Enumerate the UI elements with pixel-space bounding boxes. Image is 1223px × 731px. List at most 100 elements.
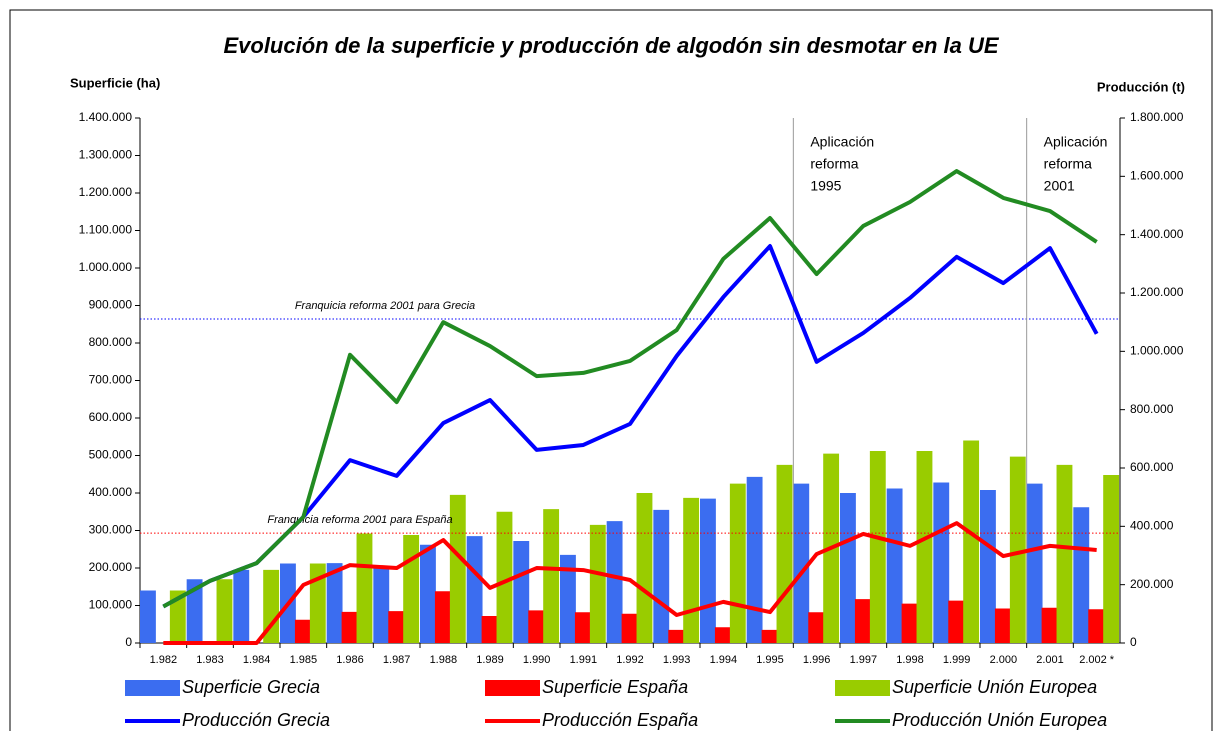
x-tick-label: 1.991 — [570, 654, 598, 666]
x-tick-label: 1.990 — [523, 654, 551, 666]
bar — [356, 533, 373, 643]
bar — [434, 591, 451, 643]
chart-title: Evolución de la superficie y producción … — [223, 33, 999, 58]
legend-label: Superficie Unión Europea — [892, 677, 1097, 697]
bar — [449, 494, 466, 643]
legend-swatch — [125, 680, 180, 696]
bar — [854, 599, 871, 643]
y2-tick-label: 0 — [1130, 635, 1137, 649]
legend-swatch — [835, 680, 890, 696]
bar — [933, 482, 950, 643]
legend-label: Producción Grecia — [182, 710, 330, 730]
x-tick-label: 1.999 — [943, 654, 971, 666]
y-tick-label: 200.000 — [89, 560, 133, 574]
bar — [746, 476, 763, 643]
x-tick-label: 1.998 — [896, 654, 924, 666]
y2-tick-label: 1.400.000 — [1130, 227, 1184, 241]
y2-axis-label: Producción (t) — [1097, 79, 1185, 94]
y2-tick-label: 400.000 — [1130, 519, 1174, 533]
legend-swatch — [485, 680, 540, 696]
x-tick-label: 1.997 — [850, 654, 878, 666]
bar — [1103, 475, 1120, 643]
line — [162, 169, 1098, 609]
bar — [403, 535, 420, 643]
bar — [481, 616, 498, 643]
x-tick-label: 1.996 — [803, 654, 831, 666]
x-tick-label: 1.982 — [150, 654, 178, 666]
frame — [9, 9, 1213, 731]
reference-label: Franquicia reforma 2001 para España — [267, 514, 452, 526]
bar — [528, 610, 545, 643]
x-tick-label: 1.986 — [336, 654, 364, 666]
bar — [980, 490, 996, 643]
x-tick-label: 1.993 — [663, 654, 691, 666]
y2-tick-label: 1.000.000 — [1130, 344, 1184, 358]
bar — [466, 536, 483, 643]
y-tick-label: 800.000 — [89, 335, 133, 349]
x-tick-label: 1.984 — [243, 654, 271, 666]
bar — [513, 541, 530, 643]
bar — [169, 590, 186, 643]
legend-label: Producción Unión Europea — [892, 710, 1107, 730]
y2-tick-label: 1.800.000 — [1130, 110, 1184, 124]
bar — [1041, 607, 1058, 643]
bar — [729, 483, 746, 643]
x-tick-label: 1.985 — [290, 654, 318, 666]
bar — [869, 451, 886, 643]
bar — [140, 590, 156, 643]
bar — [808, 612, 825, 643]
bar — [1026, 483, 1043, 643]
legend-label: Producción España — [542, 710, 698, 730]
bar — [263, 569, 280, 643]
x-tick-label: 1.988 — [430, 654, 458, 666]
bar — [309, 563, 326, 643]
x-tick-label: 1.989 — [476, 654, 504, 666]
bar — [776, 464, 793, 643]
x-tick-label: 2.001 — [1036, 654, 1064, 666]
annotation-text: Aplicación — [1044, 134, 1108, 150]
y2-tick-label: 200.000 — [1130, 577, 1174, 591]
y-tick-label: 600.000 — [89, 410, 133, 424]
annotation-text: 2001 — [1044, 178, 1075, 194]
y-tick-label: 400.000 — [89, 485, 133, 499]
y2-tick-label: 1.600.000 — [1130, 169, 1184, 183]
x-tick-label: 2.000 — [990, 654, 1018, 666]
bar — [1088, 609, 1105, 643]
y-tick-label: 0 — [125, 635, 132, 649]
y-tick-label: 1.200.000 — [79, 185, 133, 199]
bar — [901, 603, 918, 643]
bar — [589, 524, 606, 643]
legend-label: Superficie Grecia — [182, 677, 320, 697]
bar — [341, 611, 358, 643]
x-tick-label: 1.995 — [756, 654, 784, 666]
y-tick-label: 900.000 — [89, 298, 133, 312]
y-axis-label: Superficie (ha) — [70, 75, 160, 90]
bar — [294, 619, 311, 643]
x-tick-label: 1.992 — [616, 654, 644, 666]
bar — [186, 579, 203, 643]
bar — [216, 579, 233, 643]
bar — [916, 451, 933, 643]
y-tick-label: 100.000 — [89, 598, 133, 612]
bar — [963, 440, 980, 643]
bar — [714, 627, 731, 643]
annotation-text: reforma — [810, 156, 858, 172]
x-tick-label: 1.983 — [196, 654, 224, 666]
bar — [948, 600, 965, 643]
y-tick-label: 500.000 — [89, 448, 133, 462]
y-tick-label: 1.100.000 — [79, 223, 133, 237]
y-tick-label: 300.000 — [89, 523, 133, 537]
bar — [683, 497, 700, 643]
bar — [621, 613, 638, 643]
bar — [233, 569, 250, 643]
bar — [700, 498, 716, 643]
reference-label: Franquicia reforma 2001 para Grecia — [295, 300, 475, 312]
bar — [793, 483, 810, 643]
bar — [886, 488, 903, 643]
bar — [636, 493, 653, 643]
bar — [1073, 507, 1090, 643]
line — [163, 521, 1097, 645]
bar — [840, 493, 856, 643]
bar — [420, 544, 436, 643]
